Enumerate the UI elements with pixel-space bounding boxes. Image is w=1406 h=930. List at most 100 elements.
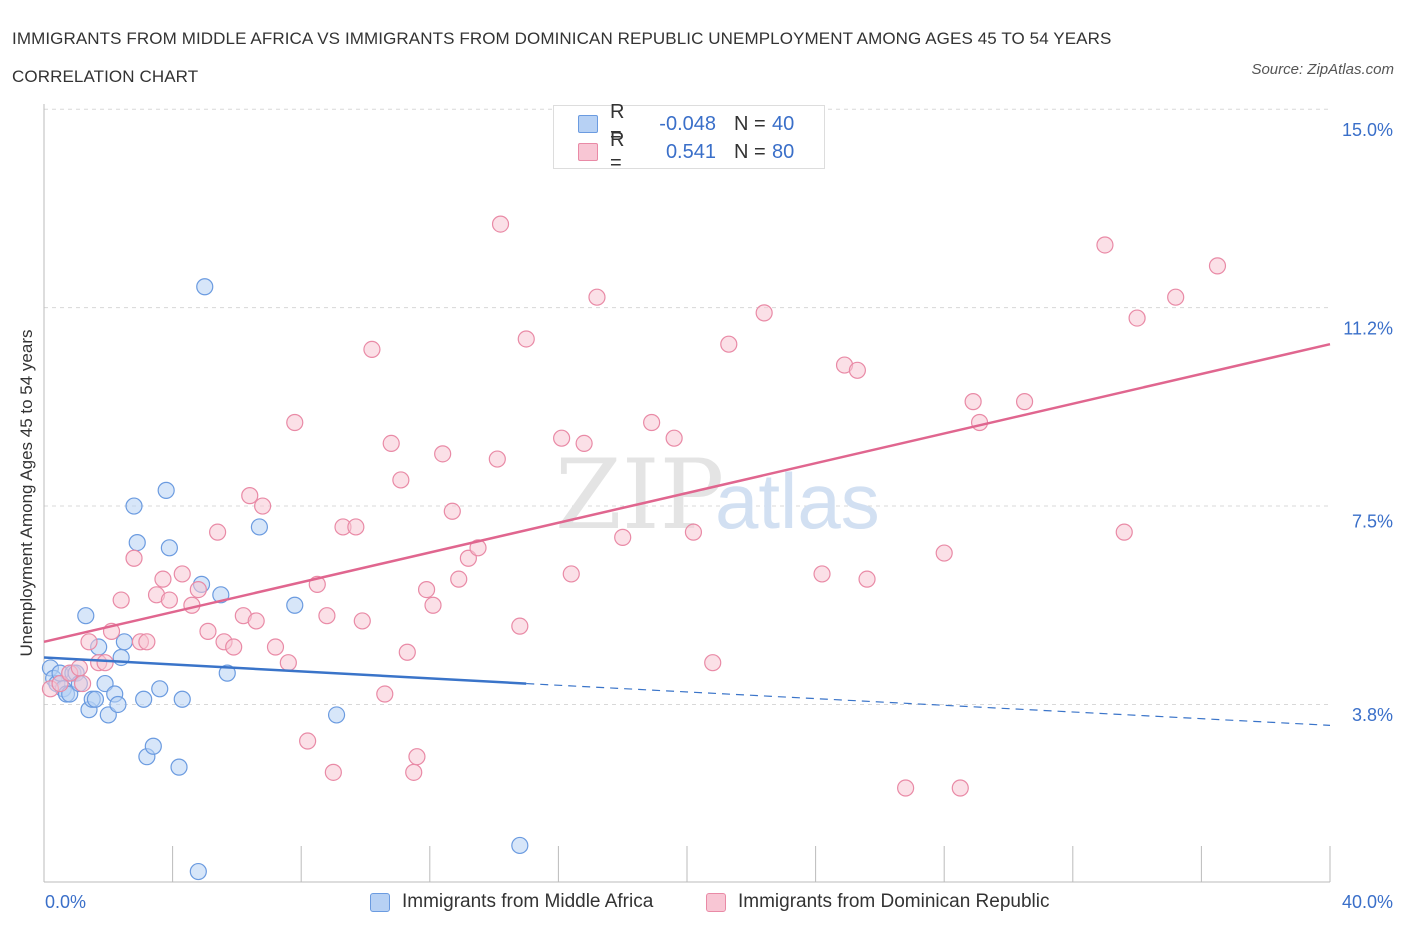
point-dominican-republic: [575, 434, 593, 452]
point-middle-africa: [286, 596, 304, 614]
point-dominican-republic: [417, 580, 436, 599]
point-dominican-republic: [318, 607, 336, 625]
point-dominican-republic: [254, 497, 272, 515]
point-middle-africa: [170, 758, 188, 776]
blue-swatch-icon: [578, 115, 598, 133]
point-dominican-republic: [286, 413, 304, 432]
point-dominican-republic: [588, 288, 606, 306]
point-dominican-republic: [1128, 309, 1146, 327]
trend-line-middle-africa: [43, 656, 527, 685]
point-dominican-republic: [363, 340, 381, 359]
point-dominican-republic: [1096, 236, 1114, 254]
series-legend-middle-africa: Immigrants from Middle Africa: [370, 889, 653, 915]
legend-row-middle-africa: R = -0.048 N = 40: [578, 101, 795, 146]
point-middle-africa: [115, 633, 133, 651]
point-dominican-republic: [199, 622, 217, 640]
chart-title: IMMIGRANTS FROM MIDDLE AFRICA VS IMMIGRA…: [12, 29, 1112, 86]
y-tick-label: 11.2%: [1343, 319, 1393, 339]
point-middle-africa: [511, 836, 529, 855]
point-middle-africa: [218, 664, 236, 682]
series-name: Immigrants from Middle Africa: [402, 891, 654, 912]
point-dominican-republic: [1167, 288, 1185, 306]
point-dominican-republic: [1115, 523, 1133, 541]
series-legend-dominican-republic: Immigrants from Dominican Republic: [706, 889, 1050, 915]
point-middle-africa: [327, 706, 346, 724]
correlation-legend: R = -0.048 N = 40 R = 0.541 N = 80: [553, 101, 825, 174]
point-dominican-republic: [96, 654, 114, 672]
point-dominican-republic: [382, 434, 400, 452]
point-dominican-republic: [704, 654, 722, 672]
watermark-atlas: atlas: [715, 457, 880, 545]
point-middle-africa: [86, 690, 105, 708]
point-dominican-republic: [562, 565, 580, 583]
point-dominican-republic: [434, 445, 452, 463]
point-middle-africa: [250, 518, 269, 536]
trend-lines: [43, 342, 1331, 726]
n-value: 40: [772, 112, 795, 135]
r-value: -0.048: [659, 112, 716, 135]
n-label: N =: [734, 140, 766, 163]
point-dominican-republic: [173, 565, 191, 583]
point-dominican-republic: [897, 779, 915, 797]
point-dominican-republic: [376, 685, 394, 703]
point-middle-africa: [173, 690, 191, 708]
point-dominican-republic: [517, 330, 535, 348]
point-dominican-republic: [160, 591, 178, 609]
source-credit: Source: ZipAtlas.com: [1251, 61, 1394, 78]
point-dominican-republic: [970, 413, 989, 432]
y-tick-label: 3.8%: [1352, 705, 1393, 725]
n-label: N =: [734, 112, 766, 135]
y-tick-label: 15.0%: [1342, 120, 1393, 140]
point-dominican-republic: [324, 763, 342, 781]
point-dominican-republic: [112, 591, 130, 609]
point-dominican-republic: [848, 361, 866, 379]
point-middle-africa: [157, 481, 175, 499]
point-dominican-republic: [665, 429, 683, 447]
point-dominican-republic: [858, 570, 876, 588]
point-middle-africa: [151, 680, 169, 698]
point-middle-africa: [135, 690, 153, 708]
point-middle-africa: [189, 862, 207, 881]
point-dominican-republic: [614, 528, 632, 546]
point-dominican-republic: [408, 748, 426, 766]
point-dominican-republic: [405, 763, 423, 781]
point-dominican-republic: [511, 617, 529, 635]
point-dominican-republic: [154, 570, 172, 588]
point-dominican-republic: [247, 612, 265, 630]
y-tick-label: 7.5%: [1352, 512, 1393, 532]
point-dominican-republic: [80, 633, 98, 651]
point-dominican-republic: [443, 502, 461, 520]
point-dominican-republic: [209, 523, 227, 541]
point-dominican-republic: [189, 580, 207, 599]
point-dominican-republic: [964, 393, 982, 411]
x-tick-label: 0.0%: [45, 892, 86, 912]
series-name: Immigrants from Dominican Republic: [738, 891, 1050, 912]
n-value: 80: [772, 140, 795, 163]
point-dominican-republic: [684, 523, 703, 541]
point-dominican-republic: [225, 638, 243, 656]
point-middle-africa: [196, 278, 214, 296]
point-dominican-republic: [720, 335, 738, 353]
point-middle-africa: [77, 607, 95, 625]
point-dominican-republic: [935, 544, 953, 562]
point-dominican-republic: [347, 518, 365, 536]
point-dominican-republic: [488, 450, 506, 468]
data-points: [41, 215, 1227, 881]
point-middle-africa: [128, 534, 146, 552]
point-dominican-republic: [266, 638, 285, 656]
point-dominican-republic: [491, 215, 510, 233]
point-middle-africa: [109, 695, 127, 714]
point-dominican-republic: [138, 633, 156, 651]
point-middle-africa: [160, 539, 178, 557]
point-dominican-republic: [125, 549, 143, 567]
point-dominican-republic: [1015, 393, 1034, 411]
point-dominican-republic: [755, 304, 773, 322]
point-dominican-republic: [299, 732, 317, 750]
r-label: R =: [610, 101, 625, 146]
r-value: 0.541: [665, 140, 716, 163]
trend-line-dominican-republic: [43, 342, 1331, 644]
point-dominican-republic: [813, 565, 831, 583]
x-tick-label: 40.0%: [1342, 892, 1393, 912]
watermark: ZIP atlas: [555, 439, 880, 551]
point-dominican-republic: [643, 413, 661, 432]
